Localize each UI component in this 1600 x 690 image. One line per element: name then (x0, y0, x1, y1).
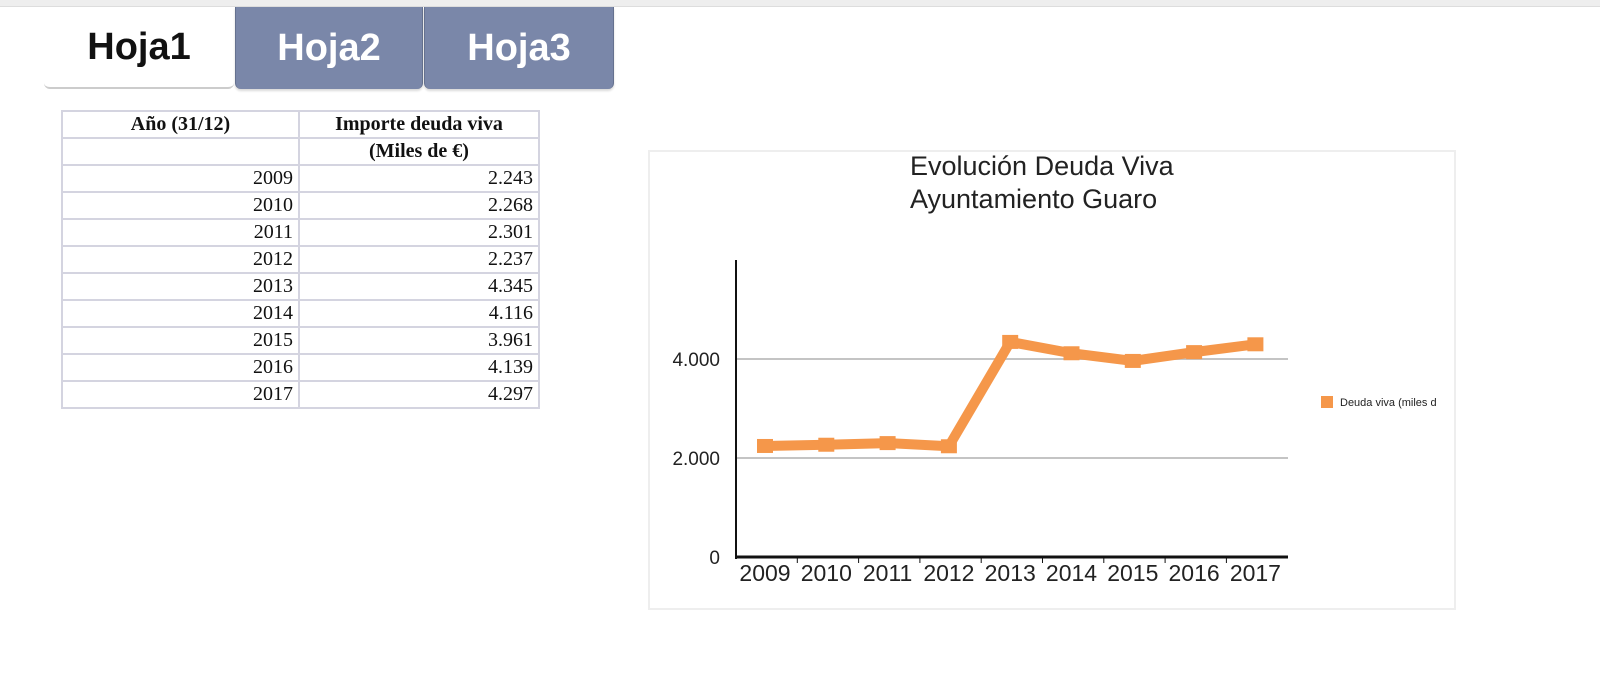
data-point (1063, 346, 1080, 361)
amount-cell: 4.139 (298, 353, 540, 382)
amount-cell: 2.301 (298, 218, 540, 247)
data-point (1247, 337, 1264, 352)
chart-title-line-1: Evolución Deuda Viva (910, 151, 1174, 181)
tab-hoja2[interactable]: Hoja2 (235, 7, 423, 89)
y-tick-label: 0 (709, 548, 720, 569)
x-tick-label: 2009 (739, 560, 790, 586)
table-header-cell: Importe deuda viva (298, 110, 540, 139)
window-top-border (0, 0, 1600, 7)
x-tick-label: 2016 (1169, 560, 1220, 586)
amount-cell: 4.116 (298, 299, 540, 328)
data-point (818, 437, 835, 452)
data-point (1002, 334, 1019, 349)
amount-cell: 3.961 (298, 326, 540, 355)
data-point (1124, 353, 1141, 368)
table-row: 2016 4.139 (61, 353, 540, 382)
table-row: 2014 4.116 (61, 299, 540, 328)
legend-label: Deuda viva (miles d (1340, 397, 1437, 409)
table-header-cell (61, 137, 300, 166)
year-cell: 2015 (61, 326, 300, 355)
tab-hoja3[interactable]: Hoja3 (424, 7, 614, 89)
data-point (879, 436, 896, 451)
x-tick-label: 2010 (801, 560, 852, 586)
x-tick-label: 2011 (863, 560, 912, 586)
year-cell: 2016 (61, 353, 300, 382)
legend-swatch (1321, 396, 1333, 408)
chart-frame[interactable] (648, 150, 1456, 610)
table-header-cell: (Miles de €) (298, 137, 540, 166)
table-row: 2009 2.243 (61, 164, 540, 193)
data-point (1186, 345, 1203, 360)
series-line (764, 336, 1257, 452)
year-cell: 2013 (61, 272, 300, 301)
debt-table: Año (31/12) Importe deuda viva (Miles de €… (61, 110, 540, 409)
chart-title-line-2: Ayuntamiento Guaro (910, 184, 1158, 214)
tab-hoja1[interactable]: Hoja1 (44, 7, 234, 89)
x-tick-label: 2017 (1230, 560, 1281, 586)
year-cell: 2009 (61, 164, 300, 193)
x-tick-label: 2013 (985, 560, 1036, 586)
amount-cell: 4.345 (298, 272, 540, 301)
data-point (757, 438, 773, 453)
x-tick-label: 2012 (923, 560, 974, 586)
amount-cell: 2.268 (298, 191, 540, 220)
x-tick-label: 2014 (1046, 560, 1097, 586)
y-tick-label: 2.000 (672, 449, 720, 470)
table-row: 2012 2.237 (61, 245, 540, 274)
year-cell: 2011 (61, 218, 300, 247)
y-tick-label: 4.000 (672, 350, 720, 371)
year-cell: 2010 (61, 191, 300, 220)
amount-cell: 2.243 (298, 164, 540, 193)
amount-cell: 4.297 (298, 380, 540, 409)
table-header-row: Año (31/12) Importe deuda viva (61, 110, 540, 139)
amount-cell: 2.237 (298, 245, 540, 274)
table-row: 2017 4.297 (61, 380, 540, 409)
year-cell: 2014 (61, 299, 300, 328)
table-row: 2011 2.301 (61, 218, 540, 247)
x-tick-label: 2015 (1107, 560, 1158, 586)
year-cell: 2017 (61, 380, 300, 409)
table-header-row: (Miles de €) (61, 137, 540, 166)
chart-title: Evolución Deuda Viva Ayuntamiento Guaro (910, 150, 1174, 216)
data-point (940, 439, 957, 454)
table-header-cell: Año (31/12) (61, 110, 300, 139)
year-cell: 2012 (61, 245, 300, 274)
line-chart: 0 2.000 4.000 2009 2010 2011 2012 2013 2014 2015 2… (672, 260, 1437, 586)
table-row: 2015 3.961 (61, 326, 540, 355)
table-row: 2013 4.345 (61, 272, 540, 301)
table-row: 2010 2.268 (61, 191, 540, 220)
